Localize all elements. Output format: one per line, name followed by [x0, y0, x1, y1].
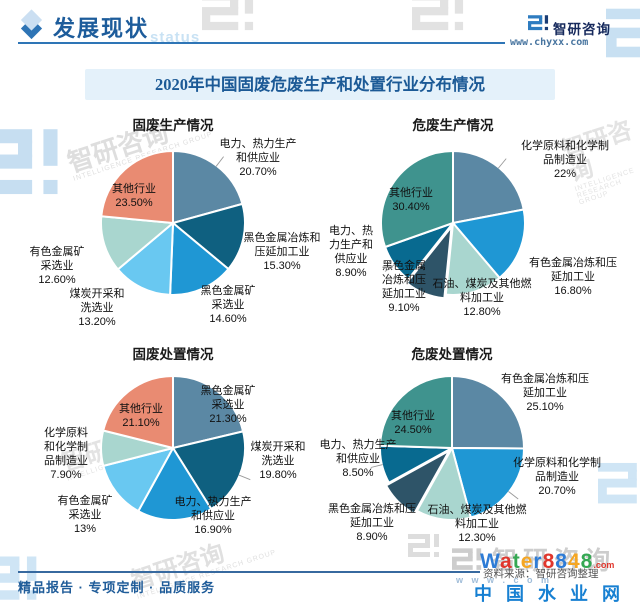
- pie-slice: [102, 447, 174, 513]
- brand-watermark-glyph-icon: [412, 0, 468, 32]
- label-leader-line: [508, 491, 519, 500]
- pie-slice: [172, 202, 246, 270]
- pie-slice: [444, 222, 501, 296]
- diamond-icon: [20, 17, 43, 40]
- pie-slice-label: 黑色金属矿采选业 21.30%: [200, 384, 256, 426]
- pie-slice-label: 石油、煤炭及其他燃料加工业 12.80%: [432, 277, 532, 319]
- pie-slice: [172, 375, 245, 449]
- water8848-letter: 8: [580, 550, 594, 573]
- pie-svg: [100, 375, 251, 521]
- pie-slice: [137, 447, 213, 521]
- header-rule: [18, 42, 505, 44]
- water8848-letter: t: [512, 550, 521, 573]
- water8848-url: w w w . c o m: [456, 575, 553, 585]
- water8848-watermark: Water8848.com w w w . c o m 中国水业网: [456, 551, 634, 604]
- footer-rule: [18, 571, 480, 573]
- pie-slice: [452, 208, 526, 279]
- footer-tagline: 精品报告 · 专项定制 · 品质服务: [18, 580, 216, 595]
- section-title-ghost: status: [150, 29, 201, 46]
- pie-slice: [415, 447, 472, 521]
- section-title: 发展现状: [53, 16, 150, 41]
- pie-slice-label: 化学原料和化学制品制造业 20.70%: [513, 456, 601, 498]
- pie-slice: [385, 449, 451, 515]
- pie-chart-hazardous-waste-production: 危废生产情况 化学原料和化学制品制造业 22% 有色金属冶炼和压延加工业 16.80%…: [322, 112, 640, 333]
- water8848-letter: 8: [555, 550, 568, 573]
- pie-slice-label: 化学原料和化学制品制造业 22%: [521, 139, 609, 181]
- brand-watermark-glyph-icon: [202, 0, 258, 32]
- pie-svg: [380, 150, 526, 300]
- chart-title: 危废处置情况: [411, 347, 493, 362]
- pie-slice-label: 化学原料和化学制品制造业 7.90%: [44, 426, 88, 482]
- label-leader-line: [370, 464, 383, 468]
- water8848-suffix: .com: [593, 560, 615, 570]
- label-leader-line: [498, 158, 507, 169]
- pie-slice-label: 石油、煤炭及其他燃料加工业 12.30%: [427, 503, 527, 545]
- pie-slice: [379, 375, 453, 449]
- pie-slice-label: 有色金属冶炼和压延加工业 25.10%: [501, 372, 589, 414]
- pie-slice: [100, 150, 174, 224]
- pie-slice-label: 电力、热力生产和供应业 8.90%: [329, 224, 373, 280]
- pie-slice-label: 黑色金属矿采选业 14.60%: [200, 284, 256, 326]
- water8848-letters: Water8848: [480, 550, 593, 573]
- brand-watermark-glyph-icon: [606, 8, 640, 60]
- pie-slice: [405, 225, 453, 300]
- pie-slice-label: 有色金属矿采选业 13%: [57, 494, 113, 536]
- water8848-letter: W: [480, 550, 501, 573]
- pie-slice-label: 其他行业 21.10%: [119, 402, 163, 429]
- zhiyan-logo-icon: [528, 15, 549, 31]
- pie-slice-label: 黑色金属冶炼和压延加工业 8.90%: [328, 502, 416, 544]
- pie-slice-label: 煤炭开采和洗选业 19.80%: [250, 440, 306, 482]
- pie-slice: [102, 375, 174, 449]
- pie-slice-label: 有色金属冶炼和压延加工业 16.80%: [529, 256, 617, 298]
- pie-slice-label: 其他行业 30.40%: [389, 186, 433, 213]
- brand-name: 智研咨询: [553, 22, 611, 37]
- pie-slice-label: 有色金属矿采选业 12.60%: [29, 245, 85, 287]
- pie-slice-label: 电力、热力生产和供应业 20.70%: [219, 137, 297, 179]
- water8848-letter: 8: [542, 550, 556, 573]
- chart-title: 危废生产情况: [412, 118, 494, 133]
- pie-chart-solid-waste-production: 固废生产情况 电力、热力生产和供应业 20.70% 黑色金属冶炼和压延加工业 15.3…: [20, 112, 321, 333]
- pie-slice: [116, 222, 174, 296]
- water8848-letter: e: [520, 550, 534, 573]
- brand-watermark-label: 智研咨询: [492, 547, 617, 575]
- pie-slice-label: 煤炭开采和洗选业 13.20%: [69, 287, 125, 329]
- pie-svg: [370, 375, 526, 521]
- pie-slice-label: 电力、热力生产和供应业 8.50%: [319, 438, 397, 480]
- water8848-letter: a: [500, 550, 513, 573]
- water8848-letter: 4: [567, 550, 581, 573]
- source-note: 资料来源：智研咨询整理: [483, 568, 599, 580]
- chart-title: 固废生产情况: [132, 118, 214, 133]
- chart-title: 固废处置情况: [132, 347, 214, 362]
- water8848-logo-text: Water8848.com: [480, 551, 634, 576]
- pie-slice-label: 黑色金属冶炼和压延加工业 15.30%: [243, 231, 321, 273]
- water8848-letter: r: [533, 550, 543, 573]
- pie-slice: [99, 215, 174, 271]
- china-water-site-name: 中国水业网: [474, 584, 634, 604]
- pie-slice: [451, 375, 526, 450]
- pie-chart-solid-waste-disposal: 固废处置情况 黑色金属矿采选业 21.30% 煤炭开采和洗选业 19.80% 电力、热力…: [20, 335, 320, 560]
- pie-slice: [169, 222, 230, 296]
- page-title: 2020年中国固废危废生产和处置行业分布情况: [85, 69, 555, 100]
- pie-slice: [380, 150, 454, 248]
- pie-slice-label: 其他行业 24.50%: [391, 409, 435, 436]
- pie-chart-hazardous-waste-disposal: 危废处置情况 有色金属冶炼和压延加工业 25.10% 化学原料和化学制品制造业 20.…: [320, 335, 640, 560]
- label-leader-line: [238, 474, 251, 481]
- pie-svg: [99, 150, 246, 296]
- brand-watermark-bottom-right: 智研咨询: [452, 541, 616, 577]
- brand-site-url: www.chyxx.com: [510, 37, 589, 48]
- label-leader-line: [215, 156, 224, 167]
- label-leader-line: [384, 264, 396, 272]
- pie-slice-label: 其他行业 23.50%: [112, 182, 156, 209]
- pie-slice-label: 电力、热力生产和供应业 16.90%: [174, 495, 252, 537]
- pie-slice-label: 黑色金属冶炼和压延加工业 9.10%: [382, 259, 426, 315]
